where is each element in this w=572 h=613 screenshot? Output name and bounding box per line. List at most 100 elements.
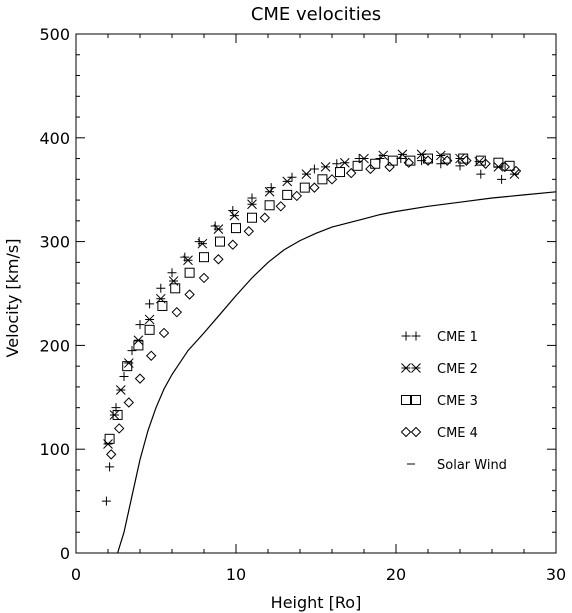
cme-2-point (229, 210, 240, 221)
cme-3-point (475, 155, 486, 166)
cme-4-point (480, 158, 491, 169)
cme-2-point (144, 314, 155, 325)
cme-4-point (461, 155, 472, 166)
solar-wind-line (117, 191, 557, 554)
cme-4-point (345, 167, 357, 179)
cme-1-point (145, 299, 155, 309)
cme-4-point (291, 190, 303, 202)
cme-3-point (370, 158, 381, 169)
cme-4-point (309, 182, 320, 193)
x-tick-label: 0 (71, 565, 81, 584)
legend-cme-2-symbol (401, 363, 411, 373)
cme-4-point (275, 201, 287, 212)
y-tick-label: 0 (60, 544, 70, 563)
cme-3-point (231, 223, 241, 234)
legend-cme-4-label: CME 4 (437, 426, 478, 441)
cme-1-point (167, 268, 177, 278)
x-tick-label: 30 (546, 565, 566, 584)
cme-3-point (405, 155, 416, 166)
cme-3-point (352, 160, 363, 171)
legend-cme-4-symbol (410, 426, 422, 438)
legend-cme-3-symbol (411, 395, 421, 405)
legend-cme-4-symbol (400, 426, 412, 438)
cme-3-point (104, 433, 115, 444)
y-tick-label: 100 (39, 440, 70, 459)
cme-3-point (170, 283, 181, 294)
cme-4-point (243, 226, 255, 237)
y-tick-label: 200 (39, 336, 70, 355)
cme-1-point (332, 159, 342, 169)
cme-3-point (215, 236, 225, 247)
cme-3-point (282, 189, 293, 200)
cme-3-point (423, 153, 433, 164)
cme-1-point (194, 237, 204, 247)
chart-title: CME velocities (251, 4, 381, 25)
cme-3-point (299, 182, 310, 193)
cme-1-point (476, 169, 486, 179)
cme-1-point (135, 320, 145, 330)
cme-4-point (105, 449, 117, 460)
x-axis-title: Height [Ro] (271, 593, 362, 612)
cme-4-point (123, 397, 135, 408)
cme-4-point (145, 350, 157, 361)
cme-2-point (115, 385, 126, 395)
y-tick-label: 300 (39, 233, 70, 252)
cme-4-point (134, 373, 146, 384)
cme-4-point (384, 161, 395, 173)
cme-4-point (510, 165, 522, 177)
cme-2-point (320, 162, 331, 172)
legend-cme-3-symbol (401, 395, 411, 405)
legend-cme-1-label: CME 1 (437, 330, 478, 345)
cme-3-point (184, 267, 195, 278)
cme-4-point (403, 157, 415, 168)
cme-2-point (339, 157, 350, 168)
cme-3-point (387, 155, 398, 166)
cme-1-point (309, 164, 319, 174)
cme-2-point (133, 335, 144, 346)
cme-1-point (247, 193, 257, 203)
y-tick-label: 400 (39, 129, 70, 148)
cme-2-point (213, 224, 224, 234)
cme-3-point (133, 340, 144, 351)
legend-solar-wind-label: Solar Wind (437, 458, 507, 473)
cme-3-point (144, 324, 155, 335)
cme-2-point (109, 410, 120, 420)
cme-3-point (504, 160, 515, 171)
x-tick-label: 10 (226, 565, 246, 584)
cme-4-point (198, 272, 210, 284)
cme-4-point (422, 155, 434, 166)
y-axis-title: Velocity [km/s] (3, 239, 22, 358)
cme-3-point (335, 167, 345, 178)
cme-1-point (119, 372, 129, 382)
cme-3-point (112, 409, 123, 420)
cme-2-point (378, 150, 389, 161)
cme-3-point (458, 153, 469, 164)
cme-3-point (247, 212, 257, 223)
cme-2-point (247, 199, 257, 210)
data-marks (101, 149, 557, 554)
cme-4-point (499, 161, 511, 173)
cme-4-point (326, 174, 338, 185)
cme-2-point (264, 186, 275, 197)
cme-4-point (259, 212, 271, 223)
cme-4-point (171, 306, 183, 318)
legend-cme-1-symbol (401, 331, 411, 341)
cme-1-point (105, 462, 115, 472)
cme-4-point (213, 254, 224, 265)
legend-cme-2-label: CME 2 (437, 362, 478, 377)
cme-4-point (365, 163, 376, 175)
cme-1-point (127, 346, 137, 356)
cme-2-point (301, 169, 312, 179)
cme-4-point (113, 423, 125, 434)
cme-3-point (122, 361, 133, 372)
y-tick-label: 500 (39, 25, 70, 44)
legend-cme-2-symbol (411, 363, 421, 373)
cme-2-point (183, 255, 193, 266)
cme-3-point (199, 252, 209, 263)
cme-2-point (197, 238, 208, 249)
cme-1-point (101, 496, 111, 506)
x-tick-label: 20 (386, 565, 406, 584)
cme-3-point (317, 174, 328, 185)
legend-cme-3-label: CME 3 (437, 394, 478, 409)
